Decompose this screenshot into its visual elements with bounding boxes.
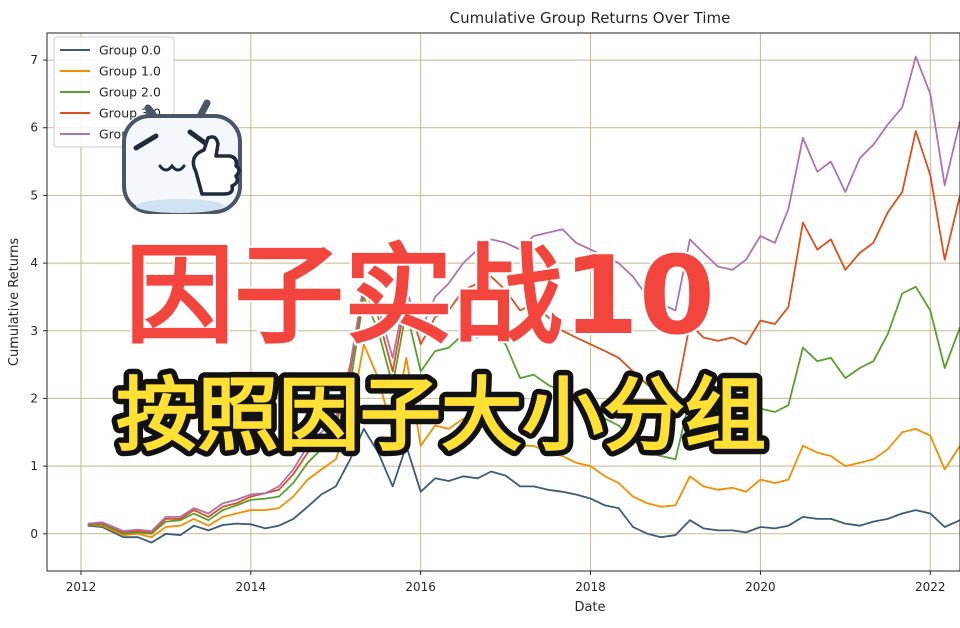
y-tick-label: 3 (30, 324, 38, 338)
axis-ticks: 2012 2014 2016 2018 2020 2022 0 1 2 3 4 5 6 7 (30, 53, 945, 594)
series-line-0 (87, 427, 960, 544)
series-line-1 (87, 343, 960, 539)
x-axis-title: Date (574, 600, 605, 615)
overlay-subtitle: 按照因子大小分组 (116, 369, 766, 462)
y-tick-label: 5 (30, 188, 38, 202)
x-tick-label: 2018 (575, 580, 606, 594)
overlay-title: 因子实战10 (125, 234, 715, 359)
y-tick-label: 6 (30, 121, 38, 135)
y-tick-label: 4 (30, 256, 38, 270)
y-tick-label: 0 (30, 527, 38, 541)
x-tick-label: 2020 (745, 580, 776, 594)
overlay-headline: 因子实战10 按照因子大小分组 (111, 232, 772, 468)
y-tick-label: 1 (30, 459, 38, 473)
x-tick-label: 2016 (405, 580, 436, 594)
legend-label-1: Group 1.0 (99, 64, 161, 79)
x-tick-label: 2012 (66, 580, 97, 594)
legend-label-2: Group 2.0 (99, 85, 161, 100)
series-line-2 (87, 285, 960, 535)
y-axis-title: Cumulative Returns (7, 238, 22, 366)
series-line-3 (87, 130, 960, 534)
series-line-4 (87, 55, 960, 532)
x-tick-label: 2014 (236, 580, 267, 594)
y-tick-label: 7 (30, 53, 38, 67)
chart-title: Cumulative Group Returns Over Time (450, 9, 731, 27)
legend-label-0: Group 0.0 (99, 43, 161, 58)
series-lines (87, 55, 960, 544)
bilibili-tv-mascot-thumbs-up-icon (122, 99, 242, 214)
y-tick-label: 2 (30, 391, 38, 405)
plot-frame (46, 32, 960, 572)
x-tick-label: 2022 (915, 580, 946, 594)
